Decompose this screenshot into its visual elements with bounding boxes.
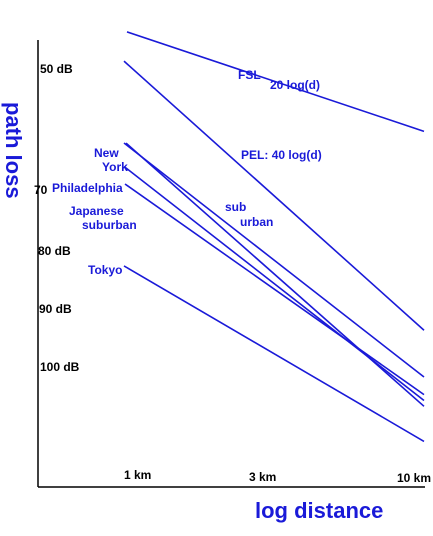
- series-lines: [123, 31, 425, 443]
- series-label-philadelphia: Philadelphia: [52, 181, 123, 195]
- y-tick-label: 80 dB: [38, 244, 71, 258]
- series-line-philadelphia: [123, 165, 425, 402]
- series-label-fsl: FSL: [238, 68, 261, 82]
- series-line-fsl: [126, 31, 425, 133]
- series-label-pel-name: PEL: [241, 148, 264, 162]
- x-tick-label: 10 km: [397, 471, 431, 485]
- series-line-sub-urban: [123, 142, 425, 378]
- y-tick-label: 100 dB: [40, 360, 80, 374]
- x-tick-label: 1 km: [124, 468, 151, 482]
- series-line-pel: [123, 60, 425, 331]
- x-tick-label: 3 km: [249, 470, 276, 484]
- y-tick-label: 70: [34, 183, 48, 197]
- series-line-tokyo: [123, 265, 425, 443]
- series-label-sub-urban: sub urban: [225, 200, 273, 229]
- series-label-tokyo: Tokyo: [88, 263, 122, 277]
- annotation-40logd: 40 log(d): [272, 148, 322, 162]
- series-line-new-york: [125, 142, 425, 407]
- y-tick-label: 90 dB: [39, 302, 72, 316]
- y-tick-label: 50 dB: [40, 62, 73, 76]
- series-label-pel: PEL: 40 log(d): [241, 148, 322, 162]
- annotation-20logd: 20 log(d): [270, 78, 320, 92]
- series-line-japanese-suburban: [124, 183, 425, 396]
- x-axis-title: log distance: [255, 498, 383, 523]
- series-label-japanese-suburban: Japanese suburban: [69, 204, 137, 232]
- y-axis-title: path loss: [1, 102, 26, 199]
- series-label-new-york: New York: [94, 146, 128, 174]
